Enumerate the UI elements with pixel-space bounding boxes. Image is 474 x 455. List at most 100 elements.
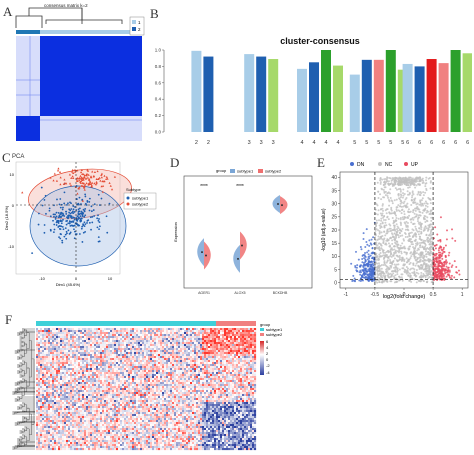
heatmap-cell: [248, 352, 251, 355]
chart-b-bar-label: 3: [272, 140, 275, 146]
heatmap-cell: [62, 364, 65, 367]
pca-point-subtype2: [85, 182, 88, 185]
heatmap-cell: [184, 346, 187, 349]
heatmap-cell: [224, 356, 227, 359]
volcano-point-nc: [403, 213, 406, 216]
heatmap-cell: [62, 332, 65, 335]
heatmap-cell: [98, 332, 101, 335]
chart-b-bar: [321, 50, 331, 132]
heatmap-cell: [54, 328, 57, 331]
heatmap-cell: [66, 354, 69, 357]
volcano-point-nc: [400, 212, 403, 215]
heatmap-cell: [114, 330, 117, 333]
heatmap-cell: [52, 342, 55, 345]
heatmap-cell: [42, 356, 45, 359]
heatmap-cell: [222, 336, 225, 339]
heatmap-cell: [188, 356, 191, 359]
heatmap-cell: [64, 334, 67, 337]
volcano-point-nc: [386, 208, 389, 211]
heatmap-cell: [246, 330, 249, 333]
heatmap-cell: [224, 342, 227, 345]
pca-point-subtype1: [49, 228, 52, 231]
heatmap-cell: [80, 328, 83, 331]
heatmap-cell: [196, 346, 199, 349]
heatmap-cell: [170, 340, 173, 343]
heatmap-cell: [94, 366, 97, 369]
heatmap-cell: [120, 340, 123, 343]
heatmap-cell: [58, 352, 61, 355]
heatmap-cell: [210, 364, 213, 367]
heatmap-cell: [88, 330, 91, 333]
heatmap-cell: [118, 338, 121, 341]
heatmap-cell: [230, 356, 233, 359]
heatmap-cell: [156, 340, 159, 343]
heatmap-cell: [136, 358, 139, 361]
heatmap-cell: [92, 340, 95, 343]
heatmap-cell: [116, 354, 119, 357]
volcano-point-nc: [402, 188, 405, 191]
heatmap-cell: [112, 366, 115, 369]
heatmap-cell: [206, 362, 209, 365]
heatmap-cell: [64, 358, 67, 361]
heatmap-cell: [162, 360, 165, 363]
heatmap-cell: [180, 360, 183, 363]
volcano-point-up: [437, 249, 440, 252]
volcano-point-nc: [378, 224, 381, 227]
volcano-point-dn: [361, 261, 364, 264]
pca-point-subtype1: [83, 225, 86, 228]
heatmap-cell: [80, 330, 83, 333]
volcano-point-nc: [420, 238, 423, 241]
heatmap-cell: [44, 348, 47, 351]
violin-plot-area: [183, 175, 313, 289]
heatmap-cell: [194, 332, 197, 335]
heatmap-cell: [140, 330, 143, 333]
volcano-point-nc: [390, 248, 393, 251]
heatmap-cell: [36, 330, 39, 333]
volcano-point-dn: [366, 270, 369, 273]
heatmap-cell: [216, 342, 219, 345]
pca-point-subtype2: [90, 185, 93, 188]
heatmap-cell: [76, 346, 79, 349]
heatmap-cell: [234, 334, 237, 337]
heatmap-cell: [40, 348, 43, 351]
heatmap-cell: [146, 364, 149, 367]
volcano-point-nc: [385, 178, 388, 181]
heatmap-cell: [80, 344, 83, 347]
heatmap-cell: [124, 346, 127, 349]
heatmap-cell: [180, 350, 183, 353]
heatmap-cell: [238, 366, 241, 369]
heatmap-cell: [164, 362, 167, 365]
pca-legend-title: Subtype: [126, 187, 141, 192]
volcano-point-nc: [376, 281, 379, 284]
heatmap-cell: [142, 348, 145, 351]
heatmap-cell: [174, 342, 177, 345]
heatmap-cell: [204, 332, 207, 335]
heatmap-cell: [196, 348, 199, 351]
legend-a-box: [129, 16, 145, 36]
heatmap-cell: [224, 332, 227, 335]
heatmap-cell: [54, 366, 57, 369]
heatmap-cell: [212, 366, 215, 369]
volcano-point-nc: [422, 275, 425, 278]
heatmap-cell: [148, 356, 151, 359]
heatmap-cell: [82, 350, 85, 353]
heatmap-cell: [46, 328, 49, 331]
heatmap-cell: [144, 358, 147, 361]
volcano-point-nc: [387, 218, 390, 221]
heatmap-cell: [254, 358, 257, 361]
heatmap-cell: [92, 354, 95, 357]
heatmap-cell: [216, 348, 219, 351]
heatmap-cell: [124, 356, 127, 359]
volcano-point-nc: [387, 272, 390, 275]
heatmap-cell: [50, 360, 53, 363]
pca-point-subtype1: [78, 233, 81, 235]
heatmap-cell: [128, 356, 131, 359]
heatmap-cell: [220, 342, 223, 345]
volcano-point-nc: [425, 265, 428, 268]
heatmap-cell: [226, 340, 229, 343]
heatmap-cell: [100, 348, 103, 351]
heatmap-cell: [184, 356, 187, 359]
heatmap-cell: [92, 352, 95, 355]
volcano-point-up: [444, 255, 447, 258]
heatmap-cell: [188, 364, 191, 367]
